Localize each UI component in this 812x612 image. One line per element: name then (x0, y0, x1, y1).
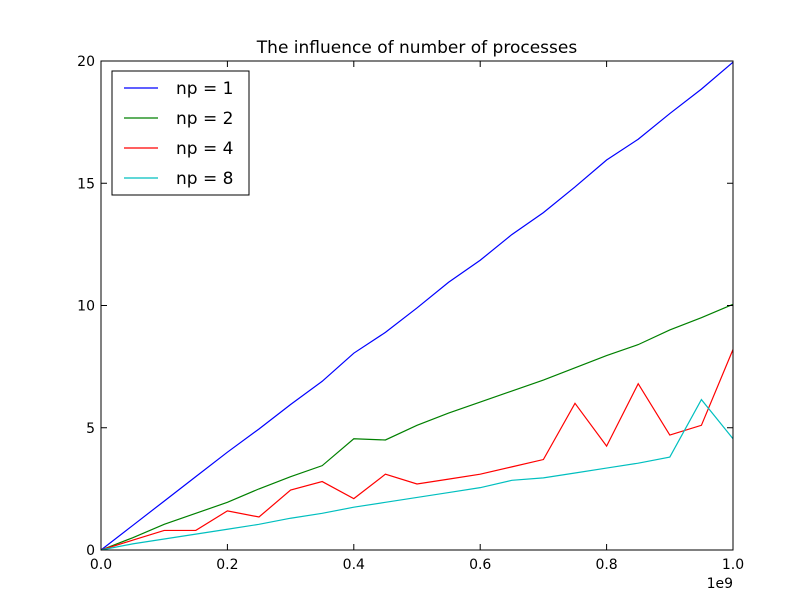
x-tick-label: 0.6 (469, 557, 491, 573)
legend: np = 1 np = 2 np = 4 np = 8 (111, 70, 250, 196)
ticks-layer: 0.0 0.2 0.4 0.6 0.8 1.0 0 5 10 15 20 (77, 54, 744, 573)
y-tick-label: 20 (77, 54, 95, 70)
legend-box (111, 70, 250, 196)
plot-area-frame (100, 60, 734, 551)
x-tick-label: 1.0 (722, 557, 744, 573)
series-line-2 (100, 303, 734, 551)
y-tick-label: 0 (86, 543, 95, 559)
x-tick-label: 0.8 (595, 557, 617, 573)
x-offset-label: 1e9 (707, 576, 733, 592)
legend-label-2: np = 2 (176, 109, 233, 129)
x-tick-label: 0.4 (343, 557, 365, 573)
legend-label-4: np = 8 (176, 169, 233, 189)
chart-title: The influence of number of processes (256, 38, 578, 58)
y-tick-label: 10 (77, 299, 95, 315)
x-tick-label: 0.0 (90, 557, 112, 573)
legend-label-1: np = 1 (176, 79, 233, 99)
series-line-4 (100, 398, 734, 551)
legend-label-3: np = 4 (176, 139, 233, 159)
series-layer (100, 61, 734, 551)
y-tick-label: 15 (77, 176, 95, 192)
series-line-3 (100, 349, 734, 551)
series-line-1 (100, 61, 734, 551)
x-tick-label: 0.2 (216, 557, 238, 573)
y-tick-label: 5 (86, 421, 95, 437)
